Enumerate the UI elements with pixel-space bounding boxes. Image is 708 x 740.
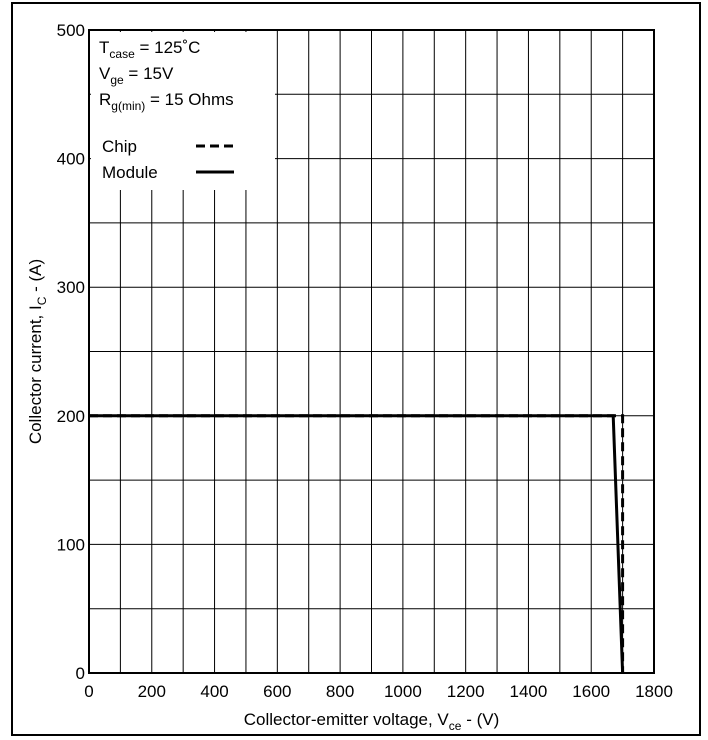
y-tick-labels: 0 100 200 300 400 500 xyxy=(57,21,85,683)
series-line-chip xyxy=(89,414,625,673)
y-tick-label: 100 xyxy=(57,535,85,554)
x-tick-label: 200 xyxy=(138,682,166,701)
y-tick-label: 400 xyxy=(57,150,85,169)
y-tick-label: 500 xyxy=(57,21,85,40)
x-tick-label: 1000 xyxy=(384,682,422,701)
legend-label-chip: Chip xyxy=(102,137,137,156)
x-tick-label: 1200 xyxy=(447,682,485,701)
x-tick-labels: 0 200 400 600 800 1000 1200 1400 1600 1800 xyxy=(84,682,673,701)
legend-box xyxy=(91,32,275,190)
y-tick-label: 200 xyxy=(57,407,85,426)
y-tick-label: 300 xyxy=(57,278,85,297)
x-tick-label: 0 xyxy=(84,682,93,701)
plot-frame xyxy=(88,29,655,674)
series-group xyxy=(89,414,625,674)
y-axis-title: Collector current, IC - (A) xyxy=(26,259,49,444)
y-tick-label: 0 xyxy=(76,664,85,683)
series-line-module xyxy=(89,414,625,674)
x-tick-label: 1400 xyxy=(510,682,548,701)
x-tick-label: 600 xyxy=(263,682,291,701)
condition-text: Tcase = 125˚C xyxy=(99,38,200,61)
condition-text: Vge = 15V xyxy=(99,64,174,87)
condition-text: Rg(min) = 15 Ohms xyxy=(99,90,234,113)
x-tick-label: 1600 xyxy=(572,682,610,701)
legend-label-module: Module xyxy=(102,163,158,182)
x-tick-label: 400 xyxy=(200,682,228,701)
x-tick-label: 1800 xyxy=(635,682,673,701)
x-tick-label: 800 xyxy=(326,682,354,701)
x-axis-title: Collector-emitter voltage, Vce - (V) xyxy=(244,710,500,733)
legend: Tcase = 125˚C Vge = 15V Rg(min) = 15 Ohms C… xyxy=(99,38,234,182)
